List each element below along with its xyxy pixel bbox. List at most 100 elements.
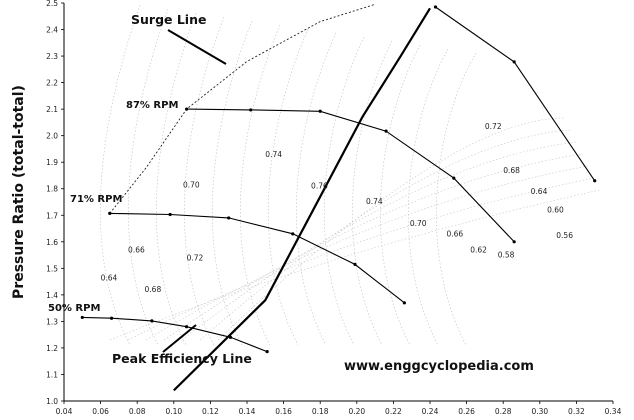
surge-line [109,3,376,214]
efficiency-contour-cross [109,189,601,341]
surge-line-label: Surge Line [131,12,206,27]
x-tick-label: 0.20 [348,407,365,416]
efficiency-contour [268,28,309,346]
speed-line-point [80,315,84,320]
speed-line-point [291,232,295,236]
y-tick-label: 1.8 [46,185,58,194]
y-tick-label: 1.5 [46,264,58,273]
efficiency-contour [324,36,365,346]
speed-line-point [265,350,269,354]
speed-line-point [108,211,112,216]
efficiency-contour [128,8,169,346]
surge-annotation-leader [167,29,227,65]
efficiency-contour [296,32,337,346]
speed-line-3 [435,6,596,182]
axes: 0.04 0.06 0.08 0.10 0.12 0.14 0.16 0.18 0.20 0.22… [46,0,622,416]
speed-line-point [512,240,516,244]
speed-line-point [384,129,388,133]
speed-line-point [185,325,189,329]
y-tick-label: 1.1 [46,370,58,379]
speed-line-point [150,319,154,323]
peak-efficiency-line-label: Peak Efficiency Line [112,351,252,366]
x-tick-label: 0.32 [568,407,585,416]
efficiency-value-label: 0.64 [101,273,118,282]
speed-line-point [353,262,357,266]
speed-line-point [512,60,516,64]
efficiency-value-label: 0.66 [446,229,463,238]
y-tick-label: 2.0 [46,132,58,141]
speed-line-point [249,108,253,112]
y-tick-label: 2.3 [46,52,58,61]
speed-line-point [227,216,231,220]
speed-line-point [168,212,172,217]
y-tick-label: 2.1 [46,105,58,114]
efficiency-value-label: 0.58 [498,251,515,260]
x-tick-label: 0.18 [312,407,329,416]
efficiency-contour [352,40,393,346]
efficiency-contour [436,52,477,346]
efficiency-contour-cross [145,165,589,341]
speed-line-point [593,179,597,183]
y-tick-label: 1.6 [46,238,58,247]
y-tick-label: 1.2 [46,344,58,353]
x-tick-label: 0.10 [165,407,182,416]
efficiency-value-label: 0.72 [485,122,502,131]
efficiency-contour [212,20,253,346]
efficiency-contour [240,24,281,346]
peak-efficiency-line [173,7,431,392]
efficiency-value-label: 0.62 [470,245,487,254]
speed-line-point [318,109,322,113]
x-tick-label: 0.28 [495,407,512,416]
y-tick-label: 1.7 [46,211,58,220]
efficiency-value-label: 0.74 [265,150,282,159]
y-axis-label: Pressure Ratio (total-total) [11,85,27,299]
y-tick-label: 1.0 [46,397,58,406]
x-tick-label: 0.26 [458,407,475,416]
efficiency-contour [156,12,197,346]
series-lines [80,3,597,392]
efficiency-value-label: 0.68 [145,285,162,294]
speed-line-point [452,176,456,180]
efficiency-value-label: 0.70 [410,219,427,228]
speed-line-point [185,107,189,111]
speed-label-71: 71% RPM [70,194,122,205]
efficiency-value-label: 0.70 [183,180,200,189]
efficiency-value-label: 0.60 [547,206,564,215]
efficiency-contour [184,16,225,346]
efficiency-value-label: 0.68 [503,166,520,175]
x-tick-label: 0.16 [275,407,292,416]
efficiency-value-label: 0.72 [187,253,204,262]
speed-line-point [109,316,114,320]
watermark-text: www.enggcyclopedia.com [344,359,534,374]
efficiency-contours [100,4,601,346]
speed-line-point [433,5,438,9]
efficiency-value-label: 0.56 [556,231,573,240]
x-tick-label: 0.06 [92,407,109,416]
x-tick-label: 0.22 [385,407,402,416]
x-tick-label: 0.24 [422,407,439,416]
x-tick-label: 0.04 [56,407,73,416]
speed-line-1 [109,212,405,304]
efficiency-value-label: 0.76 [311,182,328,191]
speed-line-0 [82,316,268,353]
efficiency-value-label: 0.64 [531,187,548,196]
y-tick-label: 1.9 [46,158,58,167]
efficiency-value-label: 0.66 [128,245,145,254]
x-tick-label: 0.08 [129,407,146,416]
y-tick-label: 1.4 [46,291,58,300]
speed-label-87: 87% RPM [126,100,178,111]
x-tick-label: 0.14 [239,407,256,416]
efficiency-contour [408,48,449,346]
x-tick-label: 0.12 [202,407,219,416]
efficiency-contour-cross [163,153,583,341]
speed-line-2 [186,108,515,243]
chart-labels: Pressure Ratio (total-total) Surge Line … [11,12,573,374]
y-tick-label: 2.5 [46,0,58,8]
speed-label-50: 50% RPM [48,303,100,314]
efficiency-value-label: 0.74 [366,197,383,206]
efficiency-contour [100,4,141,346]
y-tick-label: 1.3 [46,317,58,326]
speed-line-point [402,301,406,305]
y-tick-label: 2.2 [46,79,58,88]
